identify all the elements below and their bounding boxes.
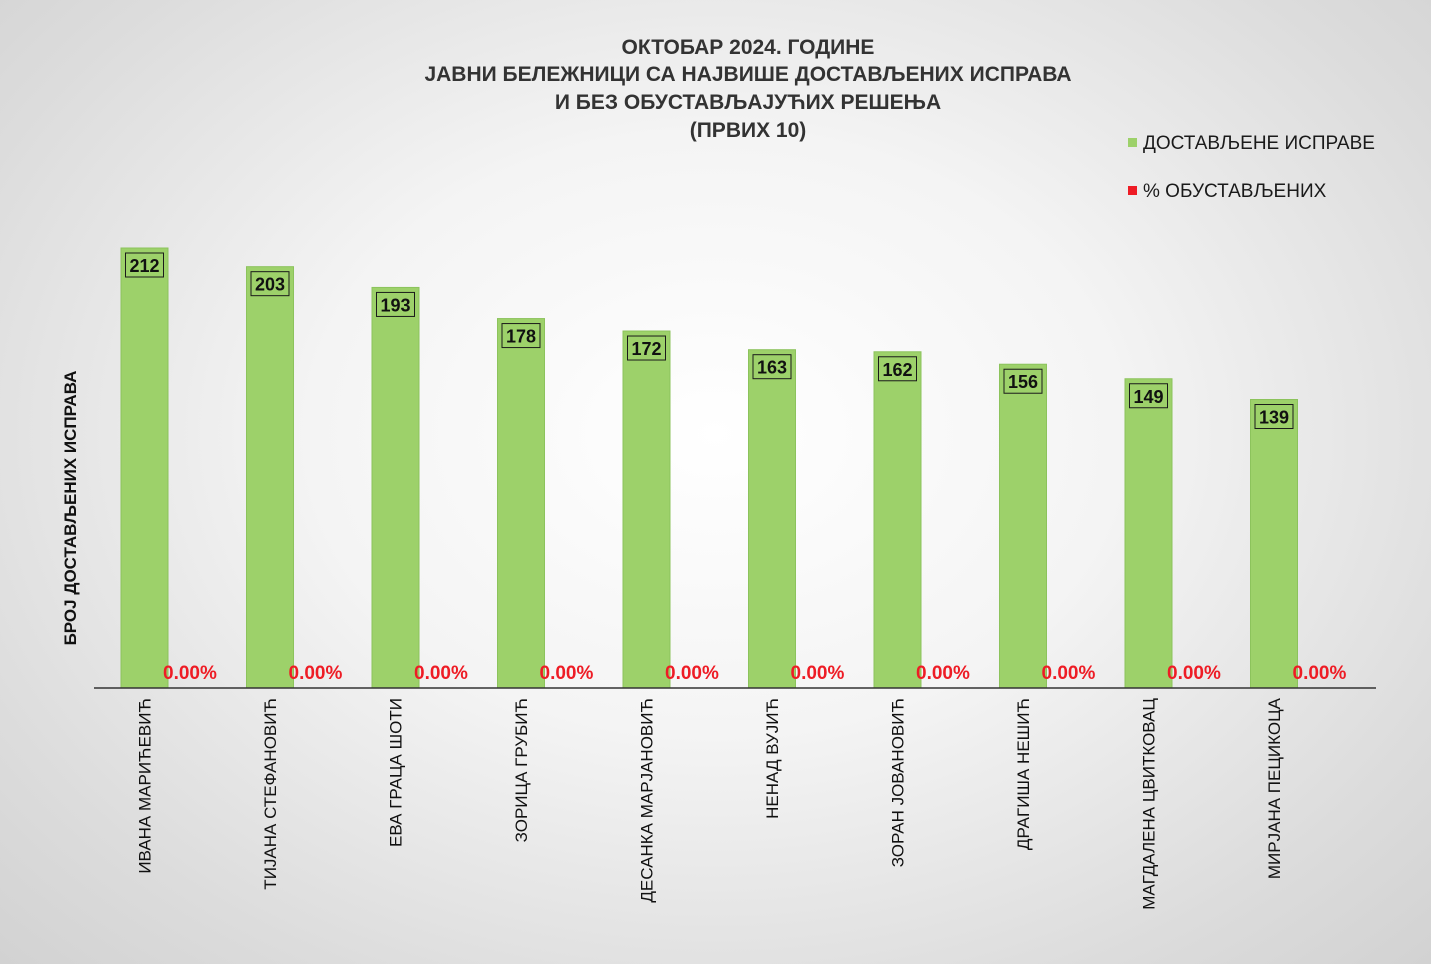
data-label-box — [1129, 383, 1168, 409]
x-tick-label: ДЕСАНКА МАРЈАНОВИЋ — [638, 698, 657, 903]
chart-title-line-4: (ПРВИХ 10) — [690, 119, 807, 142]
data-label-box — [376, 291, 415, 317]
data-label-delivered: 193 — [380, 295, 410, 315]
data-label-suspended-pct: 0.00% — [1293, 663, 1347, 684]
data-label-suspended-pct: 0.00% — [163, 663, 217, 684]
data-label-box — [878, 356, 917, 382]
legend-label-suspended: % ОБУСТАВЉЕНИХ — [1143, 181, 1327, 202]
bar-delivered — [1250, 399, 1298, 689]
bar-delivered — [497, 318, 545, 689]
legend-item-delivered: ДОСТАВЉЕНЕ ИСПРАВЕ — [1128, 133, 1375, 154]
bar-delivered — [748, 349, 796, 689]
legend: ДОСТАВЉЕНЕ ИСПРАВЕ % ОБУСТАВЉЕНИХ — [1128, 133, 1375, 202]
data-label-box — [125, 252, 164, 278]
data-label-delivered: 162 — [882, 360, 912, 380]
data-label-suspended-pct: 0.00% — [540, 663, 594, 684]
data-label-suspended-pct: 0.00% — [414, 663, 468, 684]
legend-item-suspended: % ОБУСТАВЉЕНИХ — [1128, 181, 1327, 202]
x-tick-label: ЕВА ГРАЦА ШОТИ — [387, 698, 406, 847]
x-tick-label: ЗОРАН ЈОВАНОВИЋ — [889, 698, 908, 867]
chart-title-line-3: И БЕЗ ОБУСТАВЉАЈУЋИХ РЕШЕЊА — [555, 91, 941, 114]
x-tick-label: ДРАГИША НЕШИЋ — [1014, 698, 1033, 850]
data-label-suspended-pct: 0.00% — [1042, 663, 1096, 684]
data-label-suspended-pct: 0.00% — [289, 663, 343, 684]
plot-area: 212 0.00% ИВАНА МАРИЋЕВИЋ 203 0.00% ТИЈАНА СТ… — [94, 247, 1376, 910]
x-tick-label: ЗОРИЦА ГРУБИЋ — [512, 698, 531, 842]
data-label-suspended-pct: 0.00% — [916, 663, 970, 684]
bar-delivered — [246, 266, 294, 689]
x-tick-label: ИВАНА МАРИЋЕВИЋ — [136, 698, 155, 874]
bar-delivered — [622, 330, 671, 689]
chart-title-line-1: ОКТОБАР 2024. ГОДИНЕ — [622, 36, 875, 59]
legend-swatch-suspended — [1128, 186, 1137, 195]
data-label-box — [1254, 404, 1294, 430]
data-label-delivered: 163 — [757, 358, 787, 378]
data-label-box — [627, 335, 666, 361]
chart-title: ОКТОБАР 2024. ГОДИНЕ ЈАВНИ БЕЛЕЖНИЦИ СА … — [424, 36, 1071, 142]
bar-delivered — [999, 363, 1047, 689]
legend-label-delivered: ДОСТАВЉЕНЕ ИСПРАВЕ — [1143, 133, 1375, 154]
data-label-box — [752, 354, 792, 380]
chart-title-line-2: ЈАВНИ БЕЛЕЖНИЦИ СА НАЈВИШЕ ДОСТАВЉЕНИХ И… — [424, 63, 1071, 86]
data-label-box — [1003, 368, 1043, 394]
legend-swatch-delivered — [1128, 138, 1137, 147]
data-label-box — [250, 271, 290, 297]
data-label-delivered: 178 — [506, 327, 536, 347]
bar-delivered — [873, 351, 922, 689]
x-tick-label: ТИЈАНА СТЕФАНОВИЋ — [261, 698, 280, 890]
data-label-delivered: 156 — [1008, 372, 1038, 392]
bar-delivered — [120, 247, 169, 689]
data-label-suspended-pct: 0.00% — [791, 663, 845, 684]
data-label-delivered: 212 — [129, 256, 159, 276]
bar-delivered — [371, 286, 420, 689]
data-label-delivered: 172 — [631, 339, 661, 359]
data-label-delivered: 203 — [255, 275, 285, 295]
data-label-delivered: 139 — [1259, 408, 1289, 428]
x-tick-label: МИРЈАНА ПЕЦИКОЦА — [1265, 697, 1284, 879]
data-label-delivered: 149 — [1133, 387, 1163, 407]
data-label-box — [501, 323, 541, 349]
y-axis-label: БРОЈ ДОСТАВЉЕНИХ ИСПРАВА — [61, 371, 80, 646]
data-label-suspended-pct: 0.00% — [1167, 663, 1221, 684]
x-tick-label: НЕНАД ВУЈИЋ — [763, 698, 782, 819]
bar-delivered — [1124, 378, 1173, 689]
x-tick-label: МАГДАЛЕНА ЦВИТКОВАЦ — [1140, 698, 1159, 910]
data-label-suspended-pct: 0.00% — [665, 663, 719, 684]
